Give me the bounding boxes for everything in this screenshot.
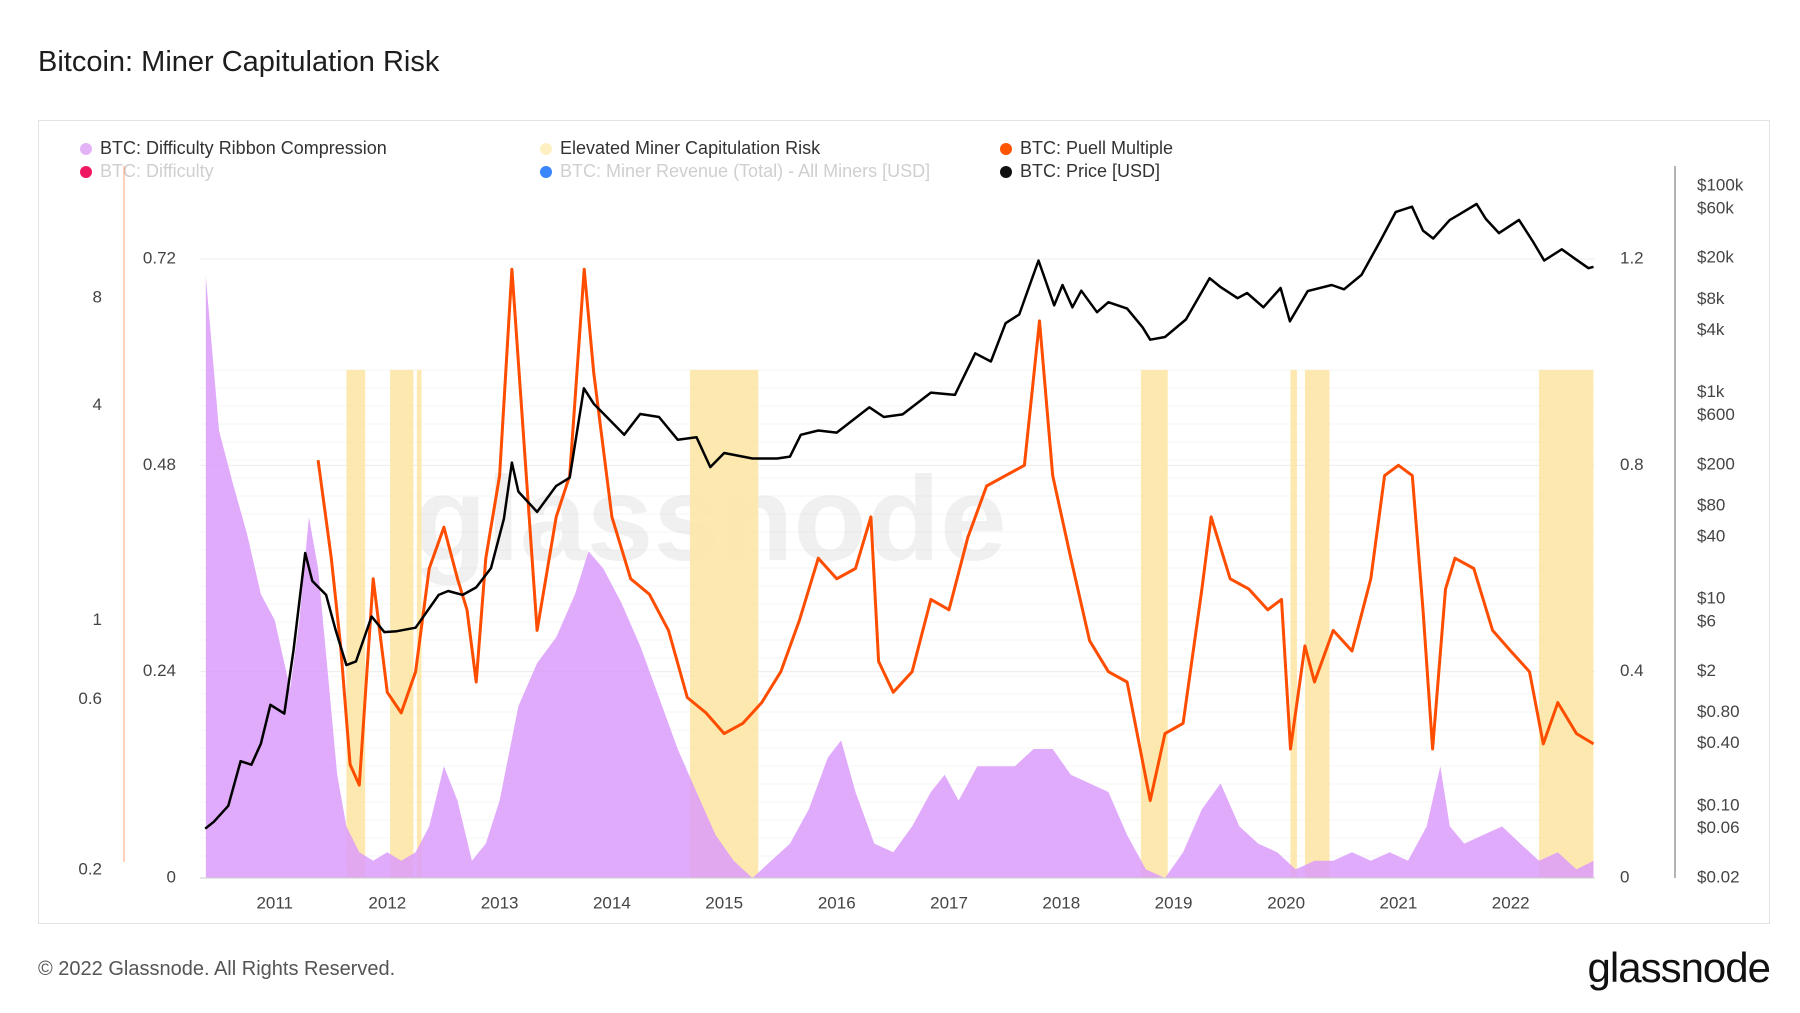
legend-item-0[interactable]: BTC: Difficulty Ribbon Compression [80,138,387,159]
price-tick-label: $6 [1697,612,1716,631]
legend-label: BTC: Difficulty [100,161,214,181]
price-tick-label: $8k [1697,289,1725,308]
x-tick-label: 2015 [705,893,743,912]
price-tick-label: $20k [1697,248,1734,267]
risk-band-0 [346,370,366,878]
difficulty-tick-label: 1 [93,610,102,629]
puell-tick-label: 0.4 [1620,661,1644,680]
difficulty-tick-label: 4 [93,395,102,414]
puell-tick-label: 0.8 [1620,455,1644,474]
legend-dot-icon [540,165,552,178]
price-tick-label: $0.10 [1697,795,1740,814]
legend-dot-icon [80,165,92,178]
legend-label: BTC: Difficulty Ribbon Compression [100,138,387,158]
x-tick-label: 2021 [1380,893,1418,912]
copyright-footer: © 2022 Glassnode. All Rights Reserved. [38,958,396,980]
legend-dot-icon [540,142,552,155]
puell-multiple-line [316,267,1595,803]
difficulty-tick-label: 0.6 [78,689,102,708]
price-tick-label: $0.06 [1697,818,1740,837]
price-tick-label: $40 [1697,526,1725,545]
x-tick-label: 2017 [930,893,968,912]
x-tick-label: 2014 [593,893,631,912]
legend-item-3[interactable]: BTC: Difficulty [80,161,214,182]
price-tick-label: $600 [1697,405,1735,424]
puell-tick-label: 1.2 [1620,248,1644,267]
legend-label: BTC: Miner Revenue (Total) - All Miners … [560,161,931,181]
x-tick-label: 2019 [1155,893,1193,912]
price-tick-label: $0.80 [1697,702,1740,721]
x-tick-label: 2011 [256,893,293,912]
price-line [204,202,1594,830]
x-tick-label: 2012 [368,893,406,912]
risk-band-6 [1304,370,1330,878]
risk-band-5 [1290,370,1297,878]
difficulty-tick-label: 0.2 [78,859,102,878]
difficulty-tick-label: 8 [93,287,102,306]
price-tick-label: $1k [1697,382,1725,401]
ribbon-tick-label: 0.24 [143,661,176,680]
legend-item-4[interactable]: BTC: Miner Revenue (Total) - All Miners … [540,161,930,182]
price-tick-label: $10 [1697,589,1725,608]
ribbon-tick-label: 0 [167,867,176,886]
price-tick-label: $60k [1697,198,1734,217]
price-tick-label: $4k [1697,320,1725,339]
legend-label: BTC: Puell Multiple [1020,138,1174,158]
legend-dot-icon [80,142,92,155]
legend-item-1[interactable]: Elevated Miner Capitulation Risk [540,138,820,159]
risk-band-1 [390,370,414,878]
x-tick-label: 2016 [818,893,856,912]
ribbon-tick-label: 0.48 [143,455,176,474]
legend-label: Elevated Miner Capitulation Risk [560,138,821,158]
legend-item-5[interactable]: BTC: Price [USD] [1000,161,1160,182]
legend-dot-icon [1000,165,1012,178]
price-tick-label: $0.02 [1697,867,1740,886]
price-tick-label: $0.40 [1697,733,1740,752]
price-tick-label: $200 [1697,454,1735,473]
price-tick-label: $100k [1697,175,1744,194]
chart-title: Bitcoin: Miner Capitulation Risk [38,46,440,78]
legend-label: BTC: Price [USD] [1020,161,1161,181]
risk-band-4 [1140,370,1168,878]
puell-tick-label: 0 [1620,867,1629,886]
ribbon-tick-label: 0.72 [143,248,176,267]
legend-dot-icon [1000,142,1012,155]
difficulty-ribbon-area [205,276,1594,878]
price-tick-label: $80 [1697,495,1725,514]
x-tick-label: 2022 [1492,893,1530,912]
x-tick-label: 2018 [1042,893,1080,912]
legend-item-2[interactable]: BTC: Puell Multiple [1000,138,1173,159]
glassnode-logo: glassnode [1587,944,1771,991]
chart-frame [38,120,1770,924]
risk-band-7 [1539,370,1594,878]
x-tick-label: 2020 [1267,893,1305,912]
price-tick-label: $2 [1697,661,1716,680]
x-tick-label: 2013 [481,893,519,912]
